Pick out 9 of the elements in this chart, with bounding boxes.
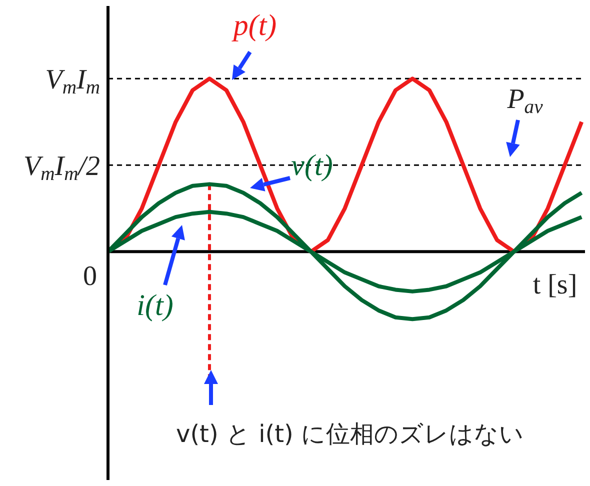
x-axis-title: t [s] <box>532 270 578 301</box>
annotation: P$_{av}$ <box>506 84 544 118</box>
text: 0 <box>83 261 97 292</box>
ref-line-label: V$_{m}$I$_{m}$/2 <box>23 151 100 186</box>
text: v(t) と i(t) に位相のズレはない <box>176 420 524 448</box>
series-label: v(t) <box>291 149 333 182</box>
ref-line-label: V$_{m}$I$_{m}$ <box>45 64 100 99</box>
series-label: p(t) <box>231 9 277 42</box>
series-label: i(t) <box>136 289 174 322</box>
